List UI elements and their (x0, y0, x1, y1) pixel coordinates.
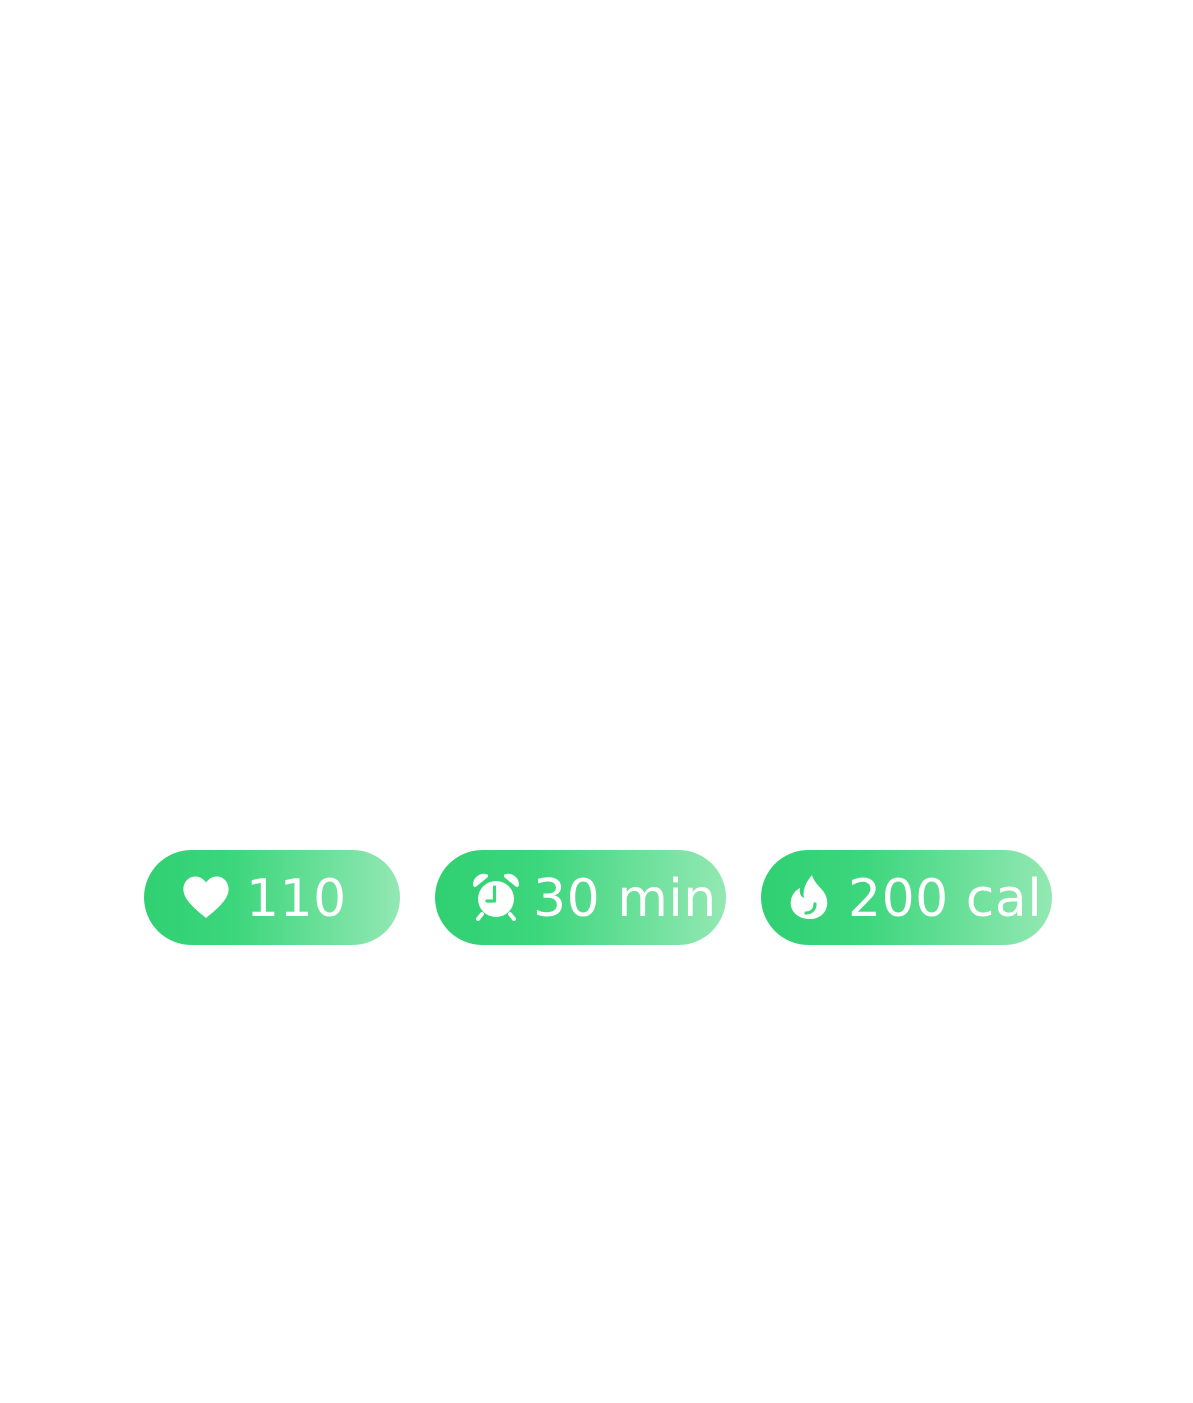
heart-rate-value: 110 (246, 869, 347, 929)
duration-value: 30 min (533, 869, 717, 929)
heart-rate-pill: 110 (144, 850, 400, 945)
calories-pill: 200 cal (761, 850, 1052, 945)
calories-value: 200 cal (848, 869, 1043, 929)
heart-icon (183, 876, 229, 918)
flame-icon (790, 875, 828, 920)
alarm-clock-icon (473, 873, 519, 921)
duration-pill: 30 min (435, 850, 726, 945)
